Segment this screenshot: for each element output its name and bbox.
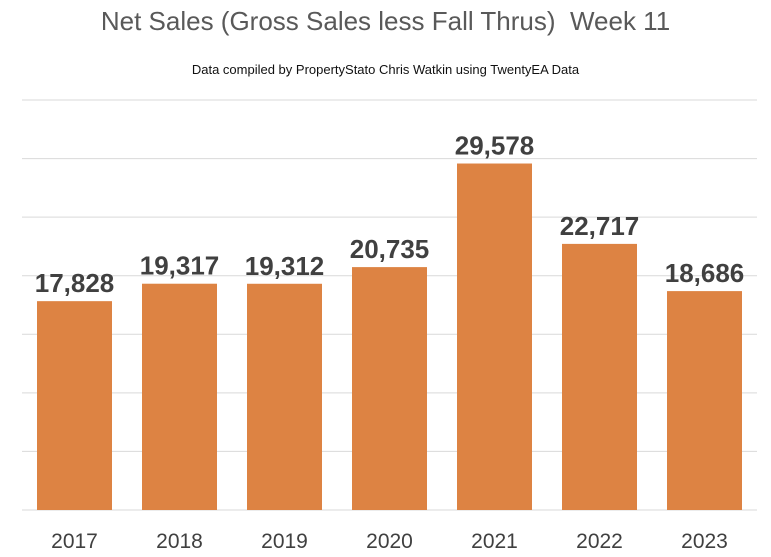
bar-2019 [247,283,322,510]
x-tick-label-2021: 2021 [471,530,518,553]
data-label-2022: 22,717 [560,211,640,241]
chart-subtitle: Data compiled by PropertyStato Chris Wat… [191,62,580,77]
data-label-2020: 20,735 [350,234,430,264]
x-tick-label-2023: 2023 [681,530,728,553]
bar-2021 [457,163,532,510]
data-label-2018: 19,317 [140,251,220,281]
x-tick-label-2019: 2019 [261,530,308,553]
x-tick-label-2017: 2017 [51,530,98,553]
chart-title: Net Sales (Gross Sales less Fall Thrus) … [100,6,671,36]
data-label-2023: 18,686 [665,258,745,288]
data-label-2017: 17,828 [35,268,115,298]
bar-2017 [37,301,112,510]
bar-2022 [562,243,637,510]
x-tick-label-2022: 2022 [576,530,623,553]
bar-2020 [352,267,427,510]
x-tick-label-2018: 2018 [156,530,203,553]
data-label-2019: 19,312 [245,251,325,281]
x-tick-label-2020: 2020 [366,530,413,553]
bar-2018 [142,283,217,510]
data-label-2021: 29,578 [455,131,535,161]
bar-2023 [667,291,742,510]
